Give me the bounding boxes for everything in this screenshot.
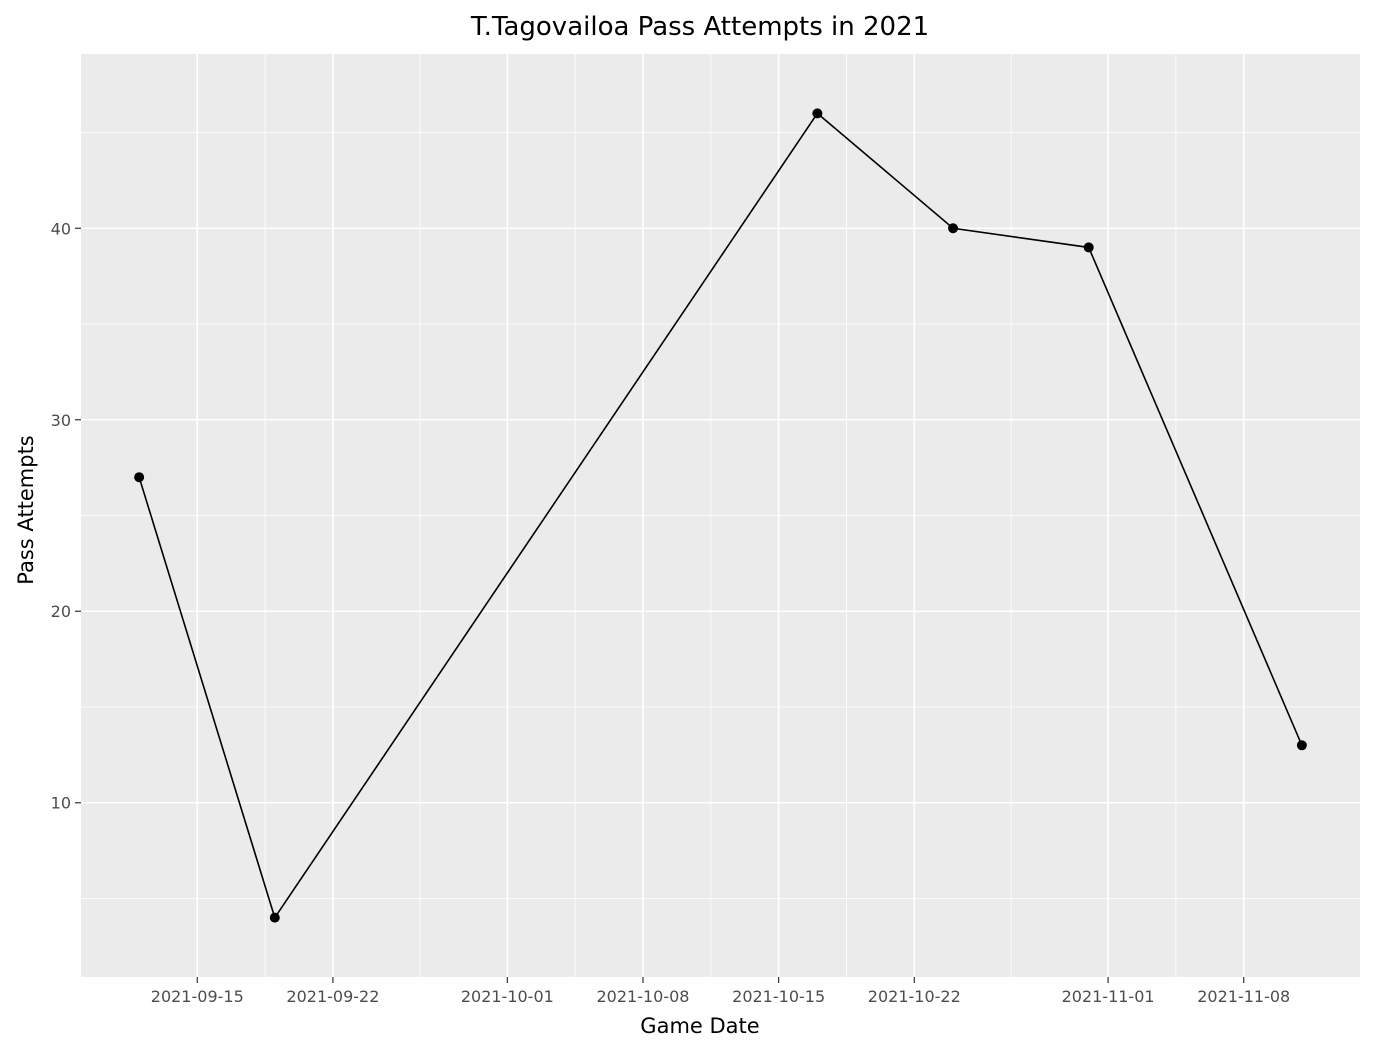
x-tick-label: 2021-10-22 <box>868 987 961 1006</box>
x-tick-label: 2021-09-15 <box>151 987 244 1006</box>
x-tick-label: 2021-10-15 <box>732 987 825 1006</box>
y-axis-label: Pass Attempts <box>14 435 38 585</box>
data-point <box>269 912 280 923</box>
data-point <box>134 472 145 483</box>
minor-gridlines <box>81 54 1360 977</box>
y-tick-label: 40 <box>51 219 71 238</box>
x-tick-label: 2021-10-01 <box>461 987 554 1006</box>
x-tick-label: 2021-11-08 <box>1197 987 1290 1006</box>
series-line <box>138 112 1303 920</box>
y-tick-label: 20 <box>51 602 71 621</box>
major-gridlines <box>81 54 1360 977</box>
data-point <box>1296 740 1307 751</box>
chart-title: T.Tagovailoa Pass Attempts in 2021 <box>470 12 929 42</box>
x-axis-ticks: 2021-09-15 2021-09-22 2021-10-01 2021-10-08… <box>151 977 1290 1006</box>
y-axis-ticks: 10 20 30 40 <box>51 219 81 813</box>
data-point <box>1083 242 1094 253</box>
y-tick-label: 30 <box>51 411 71 430</box>
data-point <box>948 223 959 234</box>
x-tick-label: 2021-10-08 <box>596 987 689 1006</box>
data-point <box>812 108 823 119</box>
x-tick-label: 2021-09-22 <box>286 987 379 1006</box>
y-tick-label: 10 <box>51 794 71 813</box>
data-points <box>134 108 1307 923</box>
x-axis-label: Game Date <box>640 1014 759 1038</box>
x-tick-label: 2021-11-01 <box>1062 987 1155 1006</box>
